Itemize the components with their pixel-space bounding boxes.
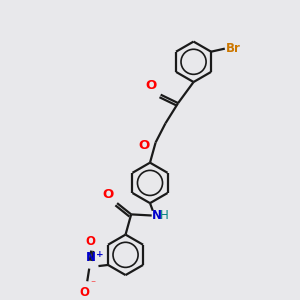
- Text: O: O: [103, 188, 114, 201]
- Text: O: O: [85, 235, 96, 248]
- Text: O: O: [80, 286, 89, 299]
- Text: O: O: [145, 80, 157, 92]
- Text: N: N: [85, 251, 96, 264]
- Text: O: O: [138, 139, 149, 152]
- Text: +: +: [96, 250, 103, 259]
- Text: ⁻: ⁻: [91, 280, 96, 290]
- Text: H: H: [160, 209, 169, 222]
- Text: N: N: [152, 209, 162, 222]
- Text: Br: Br: [226, 42, 241, 55]
